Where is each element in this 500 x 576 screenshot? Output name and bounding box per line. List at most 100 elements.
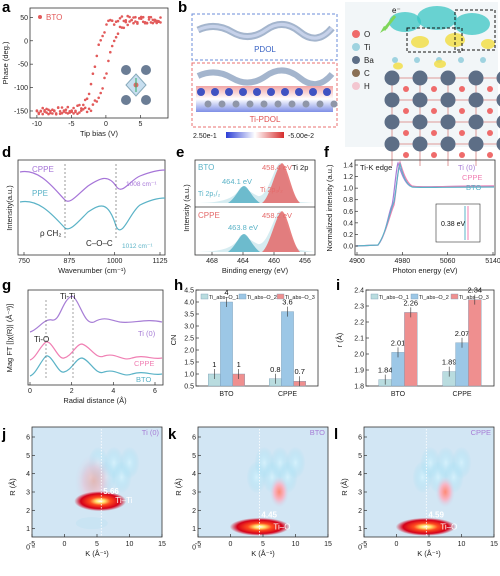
- scatter-point: [103, 77, 106, 80]
- scatter-point: [136, 21, 139, 24]
- atom: [225, 88, 233, 96]
- f-xtick-label: 5140: [485, 258, 500, 265]
- ppe-spectrum: [20, 198, 165, 230]
- legend-label-c: C: [364, 69, 370, 78]
- scatter-point: [125, 19, 128, 22]
- h-data-label: 4: [224, 288, 228, 297]
- scatter-point: [59, 110, 62, 113]
- h-ytick-label: 4.5: [184, 288, 194, 295]
- a-ytick-label: -50: [18, 62, 28, 69]
- atom: [323, 88, 331, 96]
- i-category-label: CPPE: [452, 391, 471, 398]
- wt-peak-value: 5.66: [103, 487, 119, 496]
- atom: [317, 101, 324, 108]
- h-ytick-label: 0.5: [184, 384, 194, 391]
- colorbar: [226, 132, 284, 138]
- atom: [253, 88, 261, 96]
- scatter-point: [84, 107, 87, 110]
- h-data-label: 3.6: [282, 298, 292, 307]
- a-xtick-label: -10: [32, 121, 42, 128]
- i-legend-swatch: [371, 294, 378, 299]
- ba-atom: [413, 71, 428, 86]
- scatter-point: [67, 106, 70, 109]
- ba-atom: [469, 137, 484, 152]
- atom: [239, 88, 247, 96]
- atom: [267, 88, 275, 96]
- o-atom: [431, 152, 437, 158]
- atom: [211, 88, 219, 96]
- h-ytick-label: 1.0: [184, 372, 194, 379]
- f-xtick-label: 4980: [395, 258, 411, 265]
- scatter-point: [53, 110, 56, 113]
- wt-xtick-label: 5: [95, 541, 99, 548]
- inset-value-f: 0.38 eV: [441, 221, 465, 228]
- h-legend-swatch: [239, 294, 246, 299]
- scatter-point: [86, 111, 89, 114]
- i-ytick-label: 1.9: [354, 368, 364, 375]
- legend-label-c: O: [364, 30, 370, 39]
- scatter-point: [82, 104, 85, 107]
- wt-bond-label: Ti–O: [440, 523, 457, 532]
- legend-label-a: BTO: [46, 13, 62, 22]
- scatter-point: [113, 40, 116, 43]
- ba-atom: [441, 71, 456, 86]
- y-axis-label-e: Intensity (a.u.): [182, 184, 191, 232]
- wt-peak-value: 4.45: [261, 511, 277, 520]
- f-ytick-label: 1.2: [343, 174, 353, 181]
- panel-label-e: e: [176, 144, 184, 161]
- wt-ytick-label: 3: [192, 490, 196, 497]
- wt-contour: [120, 447, 140, 479]
- panel-label-d: d: [2, 144, 11, 161]
- g-xtick-label: 0: [28, 388, 32, 395]
- scatter-point: [117, 32, 120, 35]
- wt-xtick-label: 0: [229, 541, 233, 548]
- scatter-point: [72, 107, 75, 110]
- wt-xtick-label: 0: [63, 541, 67, 548]
- scatter-point: [92, 72, 95, 75]
- e-bottom-sample: CPPE: [198, 211, 220, 220]
- wt-sample-name: CPPE: [471, 428, 491, 437]
- o-atom: [487, 152, 493, 158]
- x-axis-label-d: Wavenumber (cm⁻¹): [58, 266, 126, 275]
- scatter-point: [41, 107, 44, 110]
- wt-ytick-label: 5: [192, 453, 196, 460]
- e-xtick-label: 460: [268, 258, 280, 265]
- scatter-point: [61, 106, 64, 109]
- i-bar: [404, 312, 417, 386]
- annotation-1008: 1008 cm⁻¹: [126, 181, 157, 188]
- atom: [233, 101, 240, 108]
- y-axis-label-f: Normalized intensity (a.u.): [325, 164, 334, 252]
- scatter-point: [121, 15, 124, 18]
- atom: [303, 101, 310, 108]
- a-ytick-label: -100: [14, 85, 28, 92]
- i-ytick-label: 2.4: [354, 288, 364, 295]
- y-axis-label-a: Phase (deg.): [1, 41, 10, 84]
- scatter-point: [41, 113, 44, 116]
- legend-marker-c: [352, 30, 360, 38]
- scatter-point: [86, 97, 89, 100]
- wt-y-axis-label: R (Å): [8, 478, 17, 496]
- g-xtick-label: 2: [70, 388, 74, 395]
- wt-ytick-label: 0: [192, 545, 196, 552]
- scatter-point: [74, 110, 77, 113]
- bars-h: 0.51.01.52.02.53.03.54.04.5141BTO0.83.60…: [184, 288, 306, 399]
- d-xtick-label: 875: [63, 258, 75, 265]
- g-legend-ti0: Ti (0): [138, 329, 156, 338]
- f-legend-cppe: CPPE: [462, 173, 482, 182]
- f-ytick-label: 0.2: [343, 232, 353, 239]
- o-atom: [459, 108, 465, 114]
- scatter-point: [97, 97, 100, 100]
- a-ytick-label: 0: [24, 38, 28, 45]
- h-ytick-label: 3.0: [184, 324, 194, 331]
- legend-marker-c: [352, 43, 360, 51]
- i-bar: [392, 352, 405, 386]
- scatter-point: [119, 17, 122, 20]
- scatter-point: [88, 93, 91, 96]
- atom: [261, 101, 268, 108]
- h-ytick-label: 3.5: [184, 312, 194, 319]
